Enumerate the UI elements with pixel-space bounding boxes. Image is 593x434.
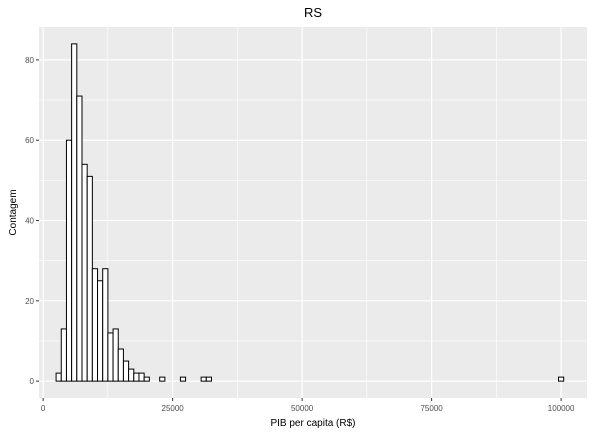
histogram-bar [128,368,135,382]
histogram-bar [102,268,109,382]
histogram-bar [60,328,67,382]
histogram-bars [55,43,565,382]
histogram-bar [76,95,83,382]
y-tick-label: 80 [25,56,34,65]
chart-title: RS [304,5,322,20]
y-axis: 0 20 40 60 80 [25,56,39,386]
x-tick-label: 50000 [291,404,314,413]
histogram-bar [133,372,140,382]
histogram-bar [159,376,166,382]
histogram-bar [200,376,207,382]
y-axis-title: Contagem [8,189,19,235]
histogram-bar [117,348,124,382]
histogram-bar [97,280,104,382]
histogram-bar [107,332,114,382]
histogram-bar [558,376,565,382]
x-axis: 0 25000 50000 75000 100000 [41,398,575,413]
plot-panel [39,27,587,398]
y-tick-label: 0 [30,377,35,386]
histogram-bar [91,268,99,382]
histogram-bar [71,43,78,382]
histogram-bar [179,376,187,382]
x-tick-label: 0 [41,404,46,413]
histogram-bar [122,360,130,382]
histogram-bar [143,376,150,382]
x-tick-label: 25000 [162,404,185,413]
histogram-bar [65,139,73,382]
histogram-bar [112,328,119,382]
histogram-bar [55,372,62,382]
histogram-bar [81,163,88,382]
histogram-bar [205,376,212,382]
histogram-bar [138,372,145,382]
y-tick-label: 60 [25,136,34,145]
minor-gridlines [39,27,587,398]
y-tick-label: 20 [25,297,34,306]
y-tick-label: 40 [25,217,34,226]
x-tick-label: 75000 [420,404,443,413]
histogram-bar [86,175,93,382]
x-axis-title: PIB per capita (R$) [270,418,355,429]
x-tick-label: 100000 [548,404,575,413]
